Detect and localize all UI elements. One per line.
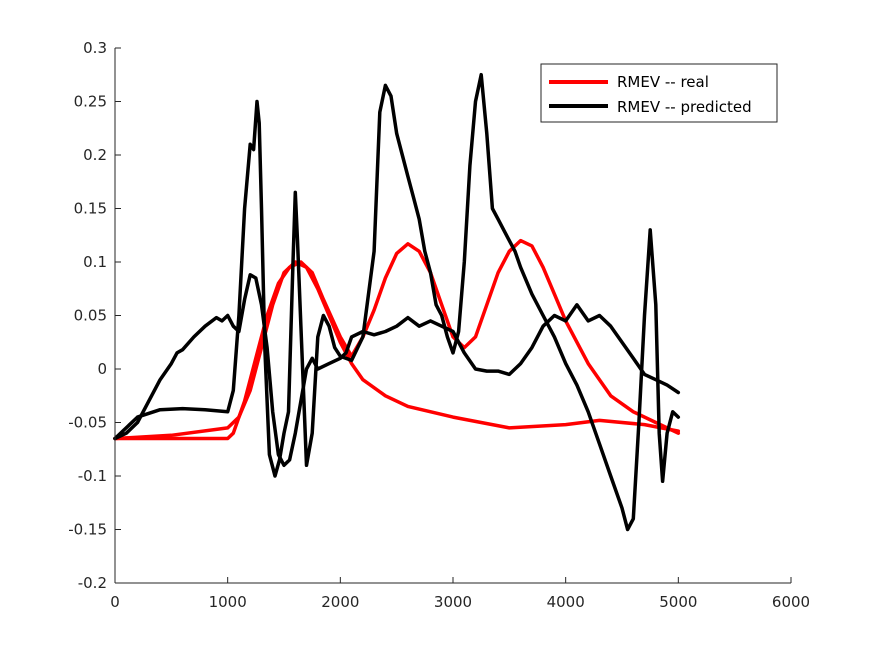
axes-layer: 0 1000 2000 3000 4000 5000 6000 -0.2 -0.15 -0.1 -0… bbox=[68, 39, 810, 611]
x-tick-label: 6000 bbox=[772, 593, 810, 611]
x-tick-label: 0 bbox=[110, 593, 120, 611]
x-tick-label: 4000 bbox=[547, 593, 585, 611]
y-tick-label: 0.2 bbox=[83, 146, 107, 164]
y-tick-label: 0 bbox=[97, 360, 107, 378]
x-tick-label: 3000 bbox=[434, 593, 472, 611]
series-line-1 bbox=[113, 238, 681, 441]
legend-label-real: RMEV -- real bbox=[617, 73, 709, 91]
y-tick-label: 0.05 bbox=[74, 307, 107, 325]
legend-label-predicted: RMEV -- predicted bbox=[617, 98, 752, 116]
x-tick-label: 1000 bbox=[209, 593, 247, 611]
series-line-3 bbox=[113, 72, 681, 532]
x-tick-label: 2000 bbox=[321, 593, 359, 611]
y-tick-label: -0.05 bbox=[68, 414, 107, 432]
y-tick-label: 0.25 bbox=[74, 93, 107, 111]
series-layer bbox=[113, 72, 681, 532]
y-tick-label: 0.3 bbox=[83, 39, 107, 57]
y-tick-label: 0.15 bbox=[74, 200, 107, 218]
x-tick-label: 5000 bbox=[659, 593, 697, 611]
y-tick-label: -0.1 bbox=[78, 467, 107, 485]
legend-box bbox=[540, 63, 778, 123]
y-tick-label: -0.15 bbox=[68, 521, 107, 539]
y-tick-label: -0.2 bbox=[78, 574, 107, 592]
legend: RMEV -- real RMEV -- predicted bbox=[540, 63, 778, 123]
y-tick-label: 0.1 bbox=[83, 253, 107, 271]
